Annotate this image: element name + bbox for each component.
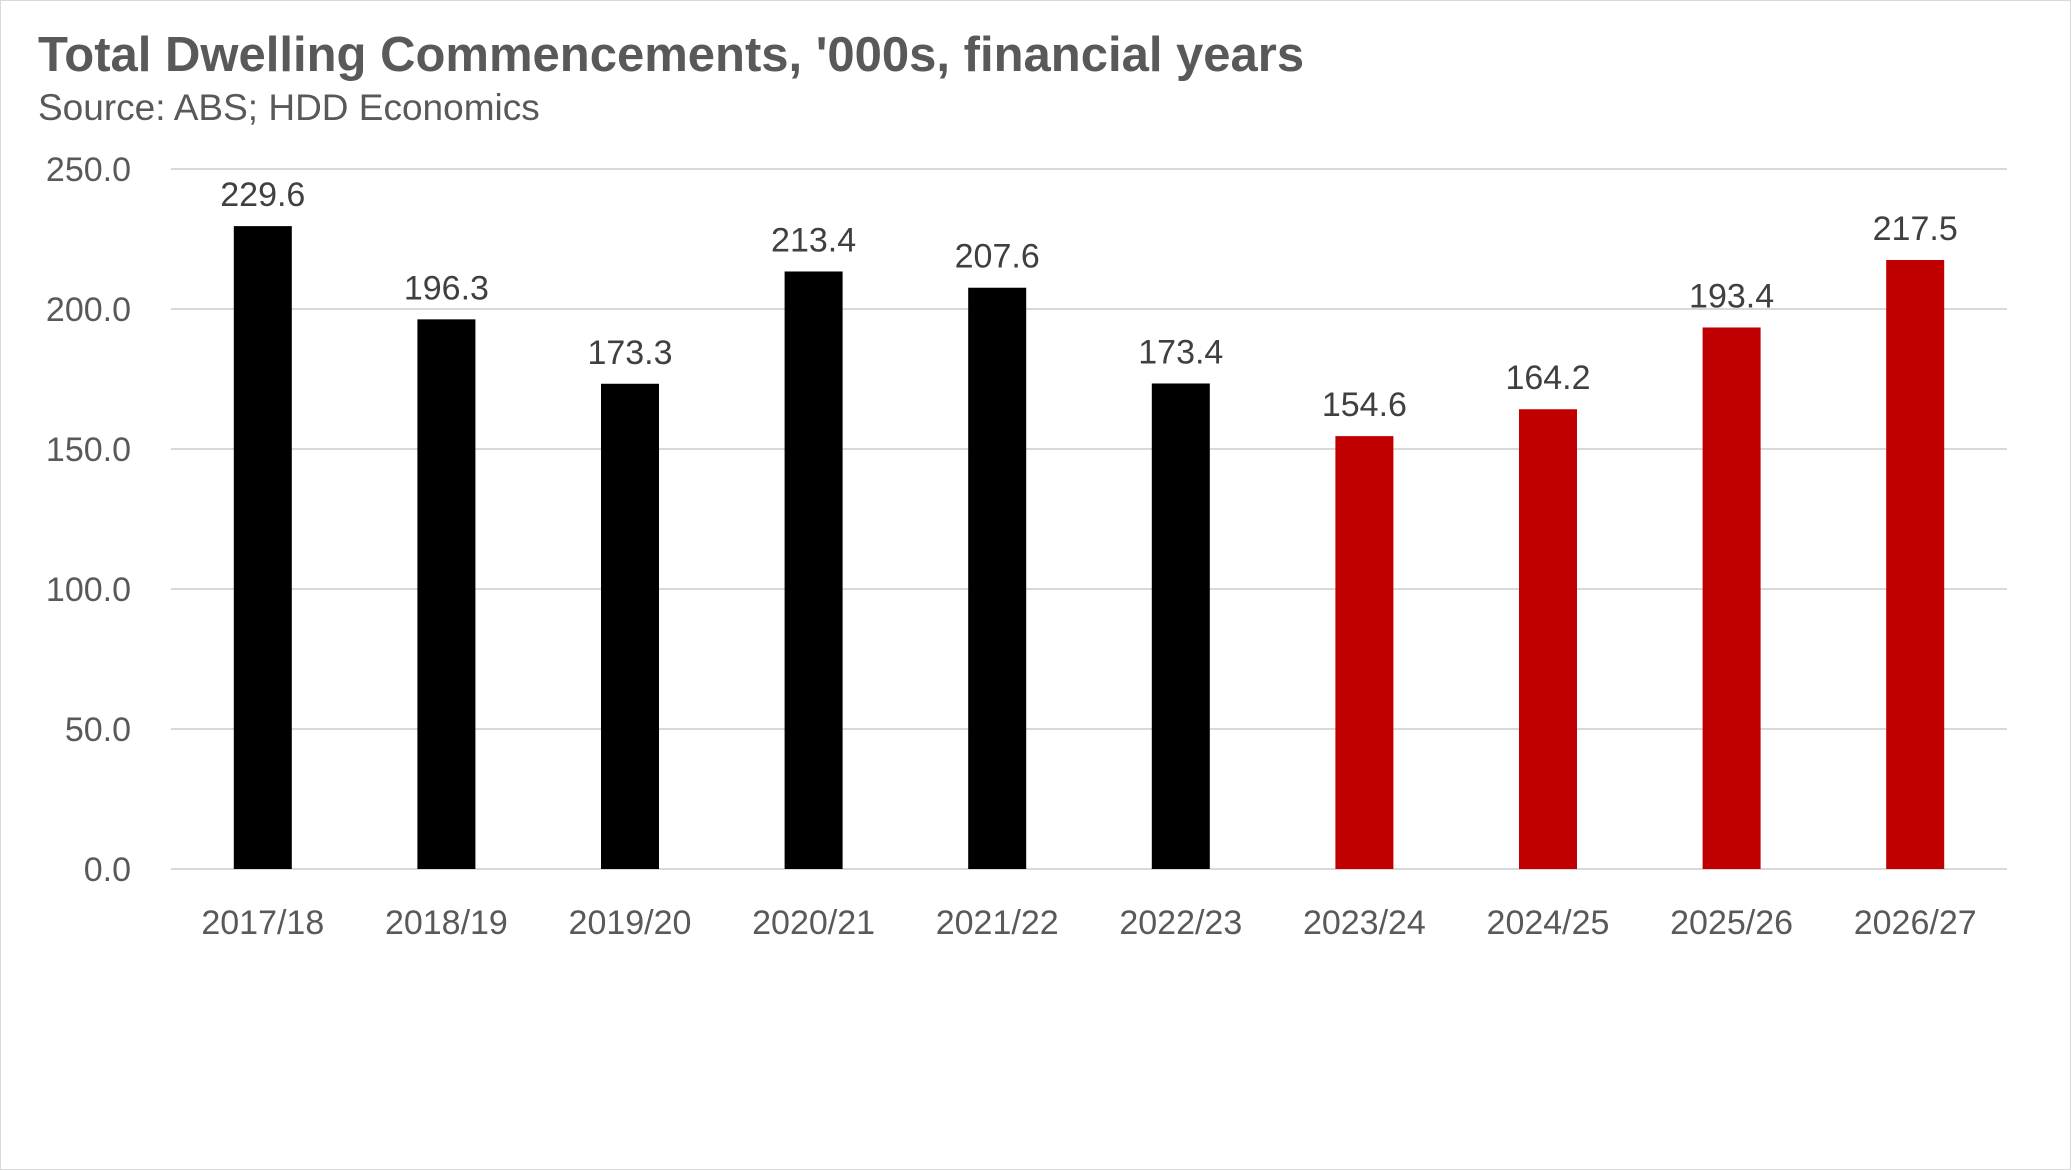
x-tick-label: 2022/23 [1119, 904, 1242, 942]
data-label: 196.3 [404, 269, 489, 307]
bar [1519, 409, 1577, 869]
data-label: 193.4 [1689, 277, 1774, 315]
bar [1702, 327, 1761, 870]
chart-title: Total Dwelling Commencements, '000s, fin… [38, 28, 1305, 82]
x-tick-label: 2019/20 [569, 904, 692, 942]
y-tick-label: 50.0 [65, 711, 131, 749]
bar [1886, 260, 1945, 869]
x-tick-label: 2018/19 [385, 904, 508, 942]
y-tick-label: 100.0 [46, 571, 131, 609]
chart-subtitle: Source: ABS; HDD Economics [38, 87, 540, 128]
y-tick-label: 250.0 [46, 151, 131, 189]
x-tick-label: 2017/18 [201, 904, 324, 942]
data-label: 154.6 [1322, 386, 1407, 424]
x-tick-label: 2026/27 [1854, 904, 1977, 942]
x-tick-label: 2020/21 [752, 904, 875, 942]
bar [233, 226, 292, 869]
y-axis-tick-labels: 0.0 50.0 100.0 150.0 200.0 250.0 [46, 151, 131, 889]
data-labels: 229.6 196.3 173.3 213.4 207.6 173.4 154.6 164.2… [220, 176, 1957, 424]
x-tick-label: 2024/25 [1487, 904, 1610, 942]
y-tick-label: 200.0 [46, 291, 131, 329]
bar [1151, 383, 1210, 869]
data-label: 173.4 [1138, 333, 1223, 371]
x-axis-tick-labels: 2017/18 2018/19 2019/20 2020/21 2021/22 2022/… [201, 904, 1976, 942]
data-label: 173.3 [587, 334, 672, 372]
bar [601, 383, 659, 869]
x-tick-label: 2023/24 [1303, 904, 1426, 942]
bar [968, 287, 1027, 870]
data-label: 229.6 [220, 176, 305, 214]
bar [784, 271, 843, 870]
bar [417, 319, 476, 869]
y-tick-label: 0.0 [84, 851, 131, 889]
x-tick-label: 2025/26 [1670, 904, 1793, 942]
bar [1335, 436, 1394, 869]
x-tick-label: 2021/22 [936, 904, 1059, 942]
data-label: 164.2 [1505, 359, 1590, 397]
data-label: 217.5 [1873, 210, 1958, 248]
data-label: 213.4 [771, 221, 856, 259]
gridlines [171, 168, 2007, 870]
y-tick-label: 150.0 [46, 431, 131, 469]
bars [233, 226, 1945, 870]
data-label: 207.6 [955, 238, 1040, 276]
